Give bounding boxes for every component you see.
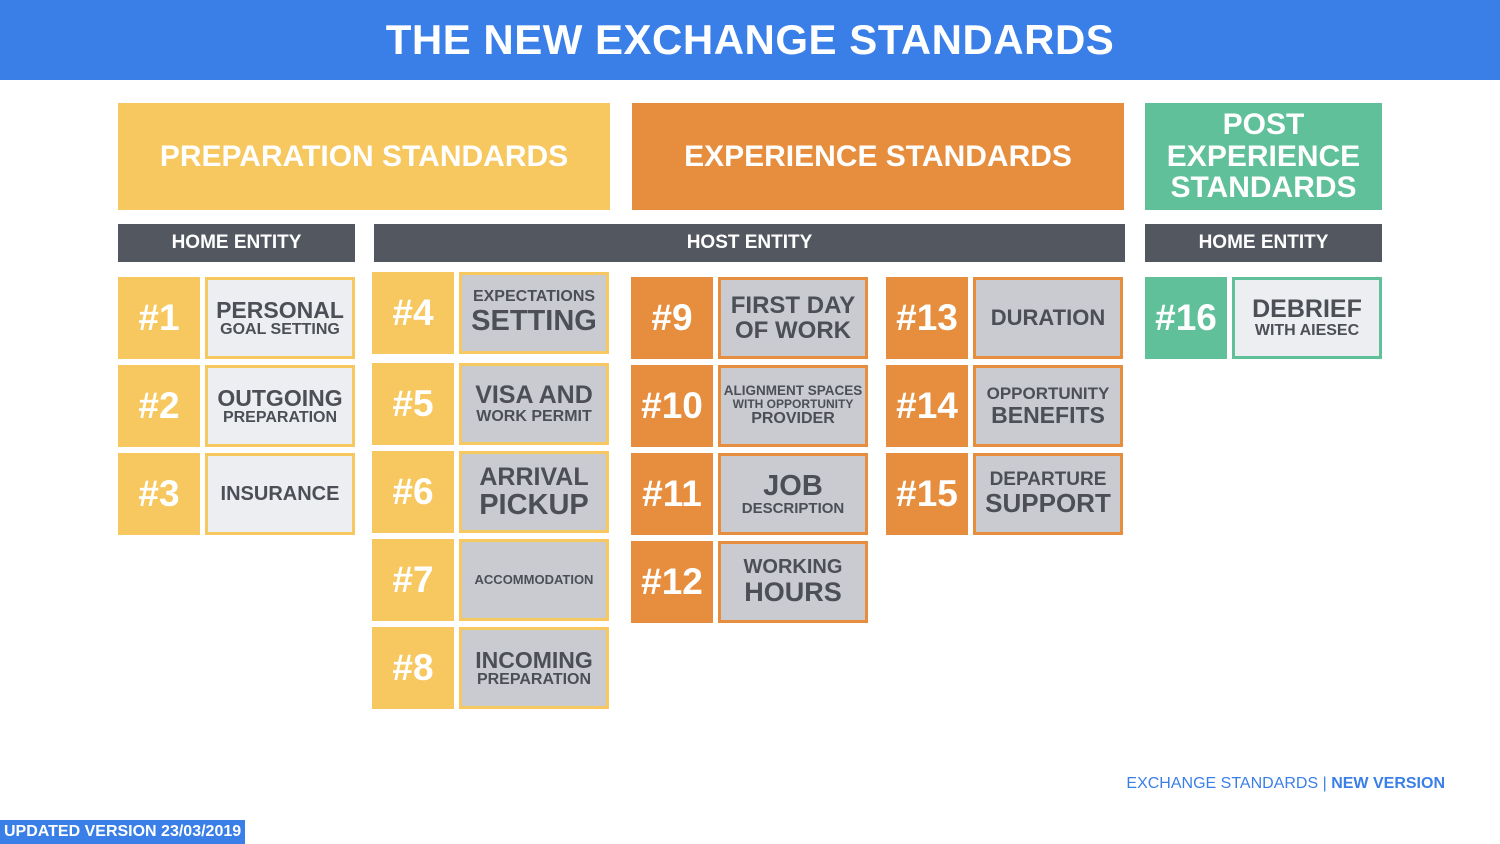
standard-label-line: GOAL SETTING: [220, 320, 340, 338]
updated-version-text: UPDATED VERSION 23/03/2019: [4, 823, 242, 840]
standard-label-line: WORK PERMIT: [476, 407, 592, 425]
standard-label-line: OUTGOING: [217, 384, 343, 411]
standard-label: FIRST DAY OF WORK: [718, 277, 868, 359]
standard-label-line: PERSONAL: [216, 296, 344, 323]
standard-label: DURATION: [973, 277, 1123, 359]
standard-card-15: #15 DEPARTURE SUPPORT: [886, 453, 1123, 535]
standard-label-line: DEPARTURE: [989, 469, 1107, 491]
standard-label-line: ARRIVAL: [479, 462, 589, 491]
standard-label-line: ACCOMMODATION: [474, 572, 594, 588]
standard-number: #4: [372, 272, 454, 354]
standard-number: #2: [118, 365, 200, 447]
footer-version: NEW VERSION: [1331, 775, 1445, 792]
standard-card-10: #10 ALIGNMENT SPACES WITH OPPORTUNITY PR…: [631, 365, 868, 447]
standard-label: OPPORTUNITY BENEFITS: [973, 365, 1123, 447]
standard-label-line: PICKUP: [479, 488, 589, 521]
standard-label-line: PREPARATION: [222, 408, 338, 426]
standard-card-9: #9 FIRST DAY OF WORK: [631, 277, 868, 359]
standard-number: #15: [886, 453, 968, 535]
standard-number: #14: [886, 365, 968, 447]
standard-number: #12: [631, 541, 713, 623]
standard-card-13: #13 DURATION: [886, 277, 1123, 359]
standard-label-line: DEBRIEF: [1252, 295, 1362, 324]
preparation-standards-label: PREPARATION STANDARDS: [159, 139, 569, 173]
standard-label-line: ALIGNMENT SPACES: [723, 383, 863, 399]
standard-label-line: OF WORK: [735, 317, 851, 344]
standard-label: PERSONAL GOAL SETTING: [205, 277, 355, 359]
standard-label-line: DESCRIPTION: [741, 500, 845, 518]
standard-number: #3: [118, 453, 200, 535]
page-title: THE NEW EXCHANGE STANDARDS: [385, 16, 1115, 63]
standard-card-4: #4 EXPECTATIONS SETTING: [372, 272, 609, 354]
standard-label-line: BENEFITS: [991, 401, 1105, 428]
standard-number: #5: [372, 363, 454, 445]
standard-card-1: #1 PERSONAL GOAL SETTING: [118, 277, 355, 359]
footer-brand: EXCHANGE STANDARDS | NEW VERSION: [1126, 775, 1445, 793]
standard-label-line: INSURANCE: [220, 482, 340, 505]
home-entity-label-right: HOME ENTITY: [1198, 232, 1329, 253]
standard-number: #7: [372, 539, 454, 621]
standard-card-14: #14 OPPORTUNITY BENEFITS: [886, 365, 1123, 447]
standard-label: ACCOMMODATION: [459, 539, 609, 621]
standard-card-3: #3 INSURANCE: [118, 453, 355, 535]
standard-label: OUTGOING PREPARATION: [205, 365, 355, 447]
standard-label: INSURANCE: [205, 453, 355, 535]
standard-label-line: WITH OPPORTUNITY: [732, 397, 854, 412]
updated-version-badge: UPDATED VERSION 23/03/2019: [0, 820, 246, 844]
standard-number: #16: [1145, 277, 1227, 359]
standard-label: DEBRIEF WITH AIESEC: [1232, 277, 1382, 359]
standard-label: VISA AND WORK PERMIT: [459, 363, 609, 445]
standard-label: INCOMING PREPARATION: [459, 627, 609, 709]
standard-label-line: EXPECTATIONS: [472, 288, 596, 306]
host-entity-bar: HOST ENTITY: [374, 224, 1125, 262]
standard-card-11: #11 JOB DESCRIPTION: [631, 453, 868, 535]
footer-brand-text: EXCHANGE STANDARDS: [1126, 775, 1319, 792]
experience-standards-label: EXPERIENCE STANDARDS: [684, 139, 1072, 173]
standard-card-6: #6 ARRIVAL PICKUP: [372, 451, 609, 533]
standard-label: EXPECTATIONS SETTING: [459, 272, 609, 354]
standard-label: ARRIVAL PICKUP: [459, 451, 609, 533]
standard-card-2: #2 OUTGOING PREPARATION: [118, 365, 355, 447]
standard-number: #10: [631, 365, 713, 447]
standard-label-line: WORKING: [743, 556, 843, 579]
host-entity-label: HOST ENTITY: [686, 232, 813, 253]
standard-number: #1: [118, 277, 200, 359]
standard-label-line: OPPORTUNITY: [986, 384, 1110, 403]
standard-card-8: #8 INCOMING PREPARATION: [372, 627, 609, 709]
footer-separator: |: [1322, 775, 1327, 792]
standard-label: WORKING HOURS: [718, 541, 868, 623]
home-entity-bar-right: HOME ENTITY: [1145, 224, 1382, 262]
standard-label-line: HOURS: [744, 577, 842, 608]
standard-number: #11: [631, 453, 713, 535]
standard-label: DEPARTURE SUPPORT: [973, 453, 1123, 535]
standard-label-line: PROVIDER: [751, 409, 835, 427]
standard-card-12: #12 WORKING HOURS: [631, 541, 868, 623]
standard-number: #6: [372, 451, 454, 533]
standard-label: JOB DESCRIPTION: [718, 453, 868, 535]
title-bar: THE NEW EXCHANGE STANDARDS: [0, 0, 1500, 80]
standard-card-16: #16 DEBRIEF WITH AIESEC: [1145, 277, 1382, 359]
home-entity-label-left: HOME ENTITY: [171, 232, 302, 253]
standard-label-line: JOB: [763, 469, 823, 502]
experience-standards-header: EXPERIENCE STANDARDS: [632, 103, 1124, 210]
standard-label-line: SUPPORT: [985, 488, 1111, 519]
standard-label-line: FIRST DAY: [730, 291, 856, 319]
preparation-standards-header: PREPARATION STANDARDS: [118, 103, 610, 210]
standard-label-line: VISA AND: [475, 381, 593, 410]
standard-label-line: INCOMING: [475, 646, 593, 673]
standard-label-line: SETTING: [471, 305, 597, 338]
standard-label-line: PREPARATION: [476, 670, 592, 688]
home-entity-bar-left: HOME ENTITY: [118, 224, 355, 262]
post-experience-standards-label: POST EXPERIENCE STANDARDS: [1166, 108, 1361, 205]
standard-number: #8: [372, 627, 454, 709]
standard-label: ALIGNMENT SPACES WITH OPPORTUNITY PROVID…: [718, 365, 868, 447]
standard-card-7: #7 ACCOMMODATION: [372, 539, 609, 621]
standard-number: #13: [886, 277, 968, 359]
standard-card-5: #5 VISA AND WORK PERMIT: [372, 363, 609, 445]
standard-number: #9: [631, 277, 713, 359]
standard-label-line: WITH AIESEC: [1254, 321, 1360, 339]
standard-label-line: DURATION: [990, 305, 1106, 331]
post-experience-standards-header: POST EXPERIENCE STANDARDS: [1145, 103, 1382, 210]
